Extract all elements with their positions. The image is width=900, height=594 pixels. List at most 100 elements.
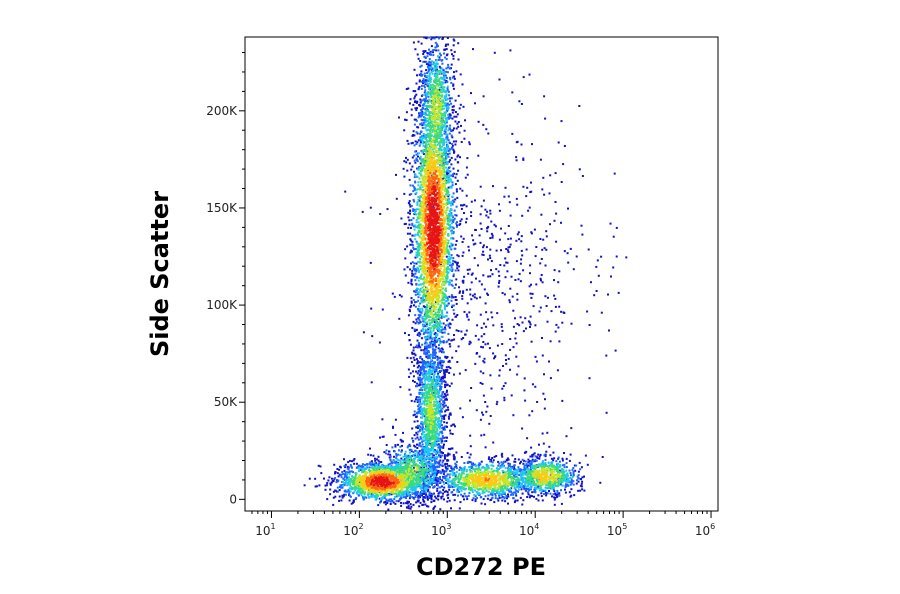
data-point xyxy=(432,369,435,372)
data-point xyxy=(549,223,551,226)
data-point xyxy=(444,328,447,331)
data-point xyxy=(420,118,423,121)
data-point xyxy=(399,445,402,448)
data-point xyxy=(413,262,416,265)
data-point xyxy=(438,88,441,91)
data-point xyxy=(343,458,345,461)
data-point xyxy=(438,337,441,340)
data-point xyxy=(436,487,439,490)
data-point xyxy=(332,503,335,506)
data-point xyxy=(450,264,453,267)
data-point xyxy=(419,333,422,336)
data-point xyxy=(505,362,508,365)
data-point xyxy=(435,43,438,46)
data-point xyxy=(436,480,439,483)
data-point xyxy=(450,63,453,66)
data-point xyxy=(438,65,441,68)
data-point xyxy=(482,372,485,375)
data-point xyxy=(452,167,455,170)
data-point xyxy=(414,248,417,250)
data-point xyxy=(414,453,417,455)
data-point xyxy=(447,480,450,483)
data-point xyxy=(478,462,481,465)
data-point xyxy=(421,428,424,431)
data-point xyxy=(440,395,443,398)
data-point xyxy=(423,500,426,503)
data-point xyxy=(481,411,483,414)
data-point xyxy=(423,452,426,455)
data-point xyxy=(440,67,443,70)
data-point xyxy=(446,147,449,149)
data-point xyxy=(457,255,460,258)
data-point xyxy=(538,489,541,492)
data-point xyxy=(413,352,416,355)
data-point xyxy=(442,459,445,462)
data-point xyxy=(550,457,553,460)
data-point xyxy=(433,361,436,364)
data-point xyxy=(474,334,477,337)
data-point xyxy=(440,417,443,420)
data-point xyxy=(331,477,333,480)
data-point xyxy=(388,494,391,497)
data-point xyxy=(414,290,417,293)
data-point xyxy=(426,357,429,359)
data-point xyxy=(450,232,453,235)
data-point xyxy=(479,313,482,316)
data-point xyxy=(423,439,426,442)
data-point xyxy=(448,94,451,97)
data-point xyxy=(429,458,432,461)
data-point xyxy=(546,492,549,495)
data-point xyxy=(554,496,557,499)
data-point xyxy=(326,498,329,501)
data-point xyxy=(455,188,458,191)
data-point xyxy=(369,461,372,464)
data-point xyxy=(413,123,416,126)
data-point xyxy=(426,476,429,479)
data-point xyxy=(454,473,457,476)
data-point xyxy=(414,314,417,317)
data-point xyxy=(410,301,413,304)
data-point xyxy=(410,204,413,207)
data-point xyxy=(418,112,421,115)
data-point xyxy=(415,328,418,331)
data-point xyxy=(447,90,450,93)
data-point xyxy=(457,94,460,97)
data-point xyxy=(403,160,406,163)
data-point xyxy=(472,294,474,297)
data-point xyxy=(411,326,414,329)
data-point xyxy=(466,451,469,454)
data-point xyxy=(444,131,447,134)
data-point xyxy=(387,464,390,467)
data-point xyxy=(418,424,421,427)
data-point xyxy=(446,173,449,176)
data-point xyxy=(462,290,465,293)
data-point xyxy=(337,490,340,493)
data-point xyxy=(428,48,430,51)
data-point xyxy=(419,367,422,370)
data-point xyxy=(419,346,422,349)
data-point xyxy=(471,462,474,465)
data-point xyxy=(463,129,466,132)
data-point xyxy=(342,483,345,486)
data-point xyxy=(516,499,519,502)
data-point xyxy=(497,460,500,463)
data-point xyxy=(400,217,403,220)
data-point xyxy=(432,367,435,369)
data-point xyxy=(490,269,492,272)
data-point xyxy=(432,462,435,465)
data-point xyxy=(463,492,466,495)
data-point xyxy=(448,268,451,271)
data-point xyxy=(407,454,410,457)
data-point xyxy=(457,161,460,164)
data-point xyxy=(417,296,420,299)
data-point xyxy=(410,300,413,303)
data-point xyxy=(454,296,457,298)
data-point xyxy=(444,386,447,389)
data-point xyxy=(442,401,445,403)
data-point xyxy=(418,393,421,395)
data-point xyxy=(423,472,426,475)
data-point xyxy=(448,453,451,456)
data-point xyxy=(437,424,440,427)
data-point xyxy=(424,447,427,450)
data-point xyxy=(625,256,628,259)
